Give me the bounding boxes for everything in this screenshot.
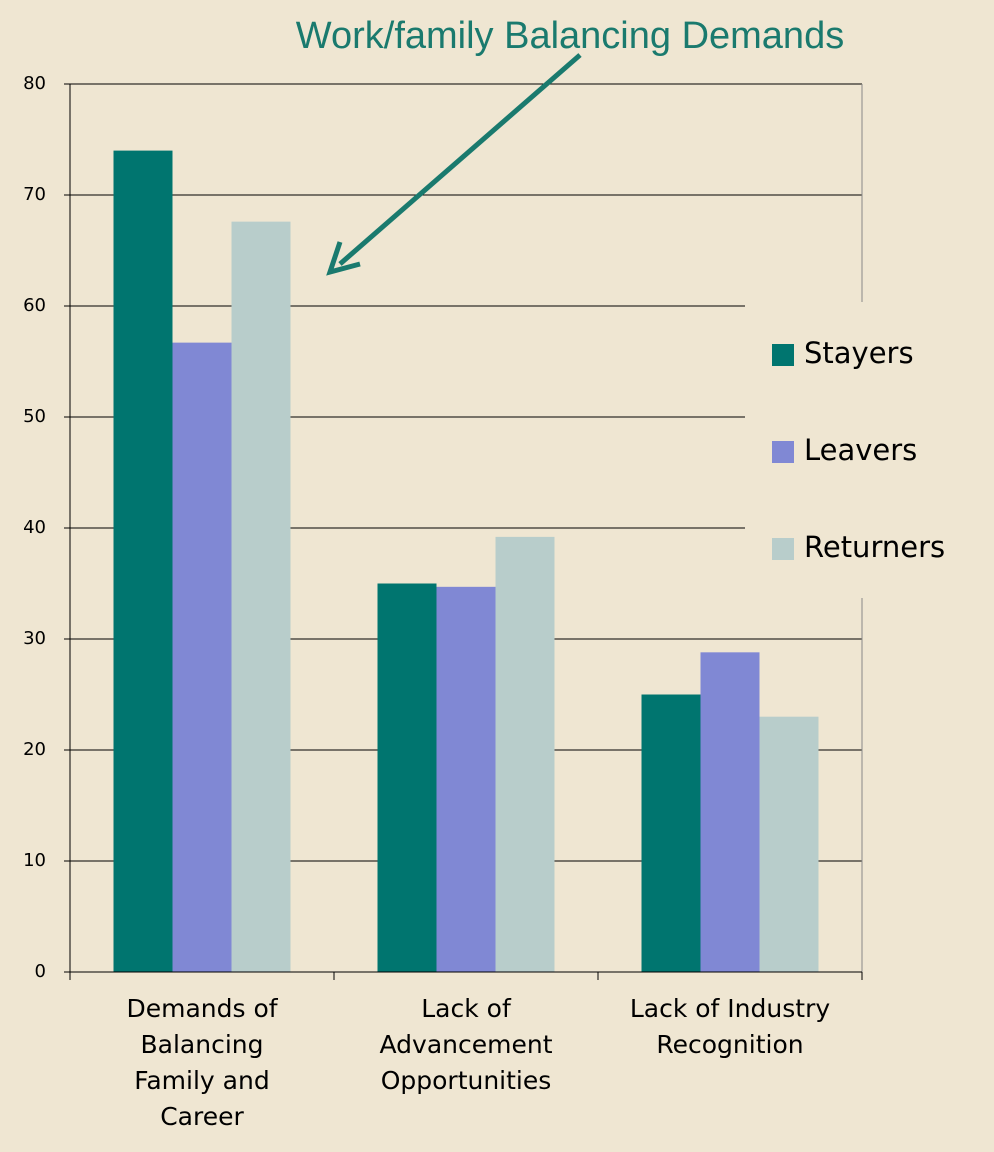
y-tick-label: 30: [23, 628, 46, 649]
x-tick-label-line: Lack of: [421, 994, 512, 1023]
x-tick-label-line: Career: [160, 1102, 244, 1131]
x-tick-label-line: Opportunities: [381, 1066, 552, 1095]
x-tick-label-line: Demands of: [126, 994, 278, 1023]
x-tick-label: Lack of Industry Recognition: [630, 994, 830, 1059]
y-tick-label: 20: [23, 739, 46, 760]
x-tick-label-line: Family and: [134, 1066, 269, 1095]
y-tick-label: 40: [23, 517, 46, 538]
annotation-arrow: [326, 53, 582, 276]
x-tick-label: Demands of Balancing Family and Career: [126, 994, 278, 1131]
legend-swatch: [772, 441, 794, 463]
x-tick-label-line: Advancement: [380, 1030, 553, 1059]
bar: [495, 536, 555, 972]
bar: [377, 583, 437, 972]
y-tick-label: 10: [23, 850, 46, 871]
bar: [113, 150, 173, 973]
legend-label: Stayers: [804, 336, 914, 370]
bar: [759, 716, 819, 972]
y-tick-label: 70: [23, 184, 46, 205]
x-tick-label: Lack of Advancement Opportunities: [380, 994, 553, 1095]
bar: [231, 221, 291, 972]
arrow-head: [326, 241, 361, 276]
x-tick-label-line: Balancing: [141, 1030, 264, 1059]
legend-label: Leavers: [804, 433, 917, 467]
y-tick-label: 60: [23, 295, 46, 316]
bar: [700, 652, 760, 972]
bar: [436, 586, 496, 972]
legend-swatch: [772, 344, 794, 366]
y-tick-label: 80: [23, 73, 46, 94]
arrow-shaft: [338, 53, 582, 266]
legend-label: Returners: [804, 530, 945, 564]
bar: [641, 694, 701, 972]
legend-background: [745, 302, 875, 598]
bar: [172, 342, 232, 972]
y-tick-label: 50: [23, 406, 46, 427]
x-tick-label-line: Lack of Industry: [630, 994, 830, 1023]
plot-area: 0 10 20 30 40 50 60 70 80 Demands of Balancing Fami…: [23, 73, 863, 1131]
chart-title: Work/family Balancing Demands: [296, 15, 844, 57]
x-tick-label-line: Recognition: [656, 1030, 803, 1059]
y-tick-label: 0: [35, 961, 46, 982]
legend-swatch: [772, 538, 794, 560]
